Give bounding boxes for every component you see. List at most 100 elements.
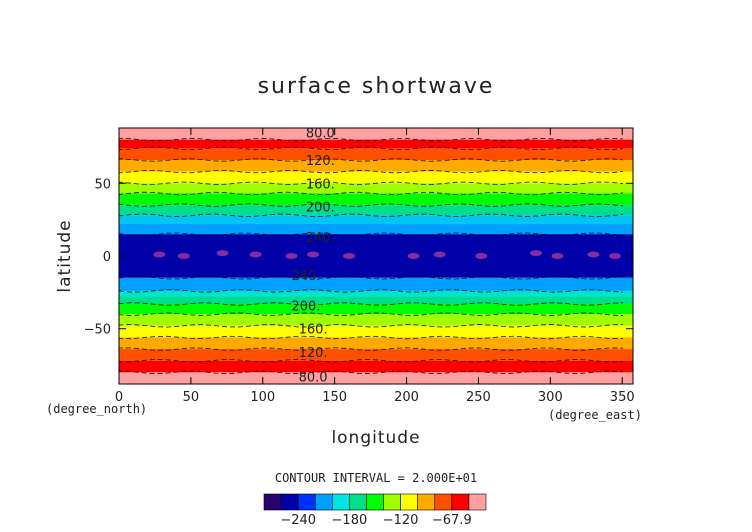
contour-band-9 bbox=[119, 234, 633, 278]
legend-swatch-10 bbox=[434, 493, 453, 511]
x-tick-label-2: 100 bbox=[250, 390, 275, 405]
contour-label-5: 240. bbox=[291, 269, 320, 284]
min-patch-10 bbox=[530, 250, 542, 257]
contour-line-7 bbox=[118, 213, 624, 218]
min-patch-7 bbox=[407, 253, 420, 259]
contour-line-14 bbox=[118, 335, 624, 340]
contour-lines bbox=[118, 137, 624, 375]
legend-swatch-2 bbox=[297, 493, 316, 511]
min-patch-8 bbox=[433, 251, 446, 258]
contour-line-10 bbox=[118, 289, 624, 293]
legend-swatch-3 bbox=[314, 493, 333, 511]
min-patch-1 bbox=[177, 253, 190, 259]
contour-band-14 bbox=[119, 325, 633, 338]
contour-band-10 bbox=[119, 277, 633, 291]
min-patch-9 bbox=[475, 253, 488, 259]
x-tick-label-6: 300 bbox=[538, 390, 563, 405]
contour-band-5 bbox=[119, 183, 633, 194]
legend-swatch-7 bbox=[383, 493, 401, 511]
contour-label-0: 80.0 bbox=[306, 126, 335, 141]
y-tick-label-2: −50 bbox=[84, 323, 111, 338]
contour-band-12 bbox=[119, 304, 633, 315]
min-patch-6 bbox=[343, 253, 355, 259]
contour-line-6 bbox=[118, 203, 624, 207]
min-patch-2 bbox=[216, 250, 229, 257]
min-patch-3 bbox=[249, 251, 262, 258]
contour-band-13 bbox=[119, 314, 633, 326]
contour-line-0 bbox=[118, 137, 624, 142]
x-tick-label-7: 350 bbox=[610, 390, 635, 405]
contour-label-1: 120. bbox=[306, 154, 335, 169]
contour-band-3 bbox=[119, 160, 633, 172]
y-axis-label: latitude bbox=[55, 219, 75, 292]
contour-label-3: 200. bbox=[306, 201, 335, 216]
legend-label-3: −67.9 bbox=[432, 513, 472, 528]
contour-band-4 bbox=[119, 171, 633, 184]
min-patch-4 bbox=[285, 253, 298, 259]
chart-title: surface shortwave bbox=[258, 74, 495, 99]
contour-band-s-cyan bbox=[119, 290, 633, 297]
contour-label-2: 160. bbox=[306, 177, 335, 192]
contour-band-17 bbox=[119, 360, 633, 373]
contour-band-18 bbox=[119, 372, 633, 384]
legend-swatch-8 bbox=[400, 493, 418, 511]
legend-swatch-12 bbox=[468, 493, 487, 511]
color-legend: −240 −180 −120 −67.9 bbox=[263, 493, 487, 528]
contour-labels: 80.0 120. 160. 200. 240. 240. 200. 160. 120. 80.0 bbox=[291, 126, 334, 385]
contour-band-16 bbox=[119, 349, 633, 361]
legend-swatch-11 bbox=[451, 493, 470, 511]
min-patch-13 bbox=[609, 253, 621, 259]
contour-line-2 bbox=[118, 158, 624, 162]
contour-line-16 bbox=[118, 358, 624, 363]
x-tick-label-3: 150 bbox=[322, 390, 347, 405]
x-axis-ticks: 0 50 100 150 200 250 300 350 bbox=[115, 128, 635, 405]
x-axis-label: longitude bbox=[331, 428, 420, 448]
x-unit-label: (degree_east) bbox=[548, 408, 642, 422]
legend-swatch-6 bbox=[366, 493, 384, 511]
legend-swatch-0 bbox=[263, 493, 282, 511]
min-patch-12 bbox=[587, 251, 600, 258]
contour-band-15 bbox=[119, 337, 633, 350]
contour-label-4: 240. bbox=[306, 231, 335, 246]
contour-line-4 bbox=[118, 181, 624, 186]
legend-label-0: −240 bbox=[280, 513, 316, 528]
contour-line-5 bbox=[118, 191, 624, 196]
legend-label-1: −180 bbox=[332, 513, 368, 528]
legend-swatch-1 bbox=[280, 493, 299, 511]
min-patch-0 bbox=[153, 251, 166, 258]
contour-label-7: 160. bbox=[299, 323, 328, 338]
legend-swatch-9 bbox=[417, 493, 436, 511]
contour-line-13 bbox=[118, 324, 624, 328]
contour-label-8: 120. bbox=[299, 346, 328, 361]
contour-line-11 bbox=[118, 302, 624, 306]
min-value-patches bbox=[153, 250, 621, 259]
contour-line-12 bbox=[118, 312, 624, 316]
contour-label-9: 80.0 bbox=[299, 371, 328, 386]
contour-label-6: 200. bbox=[291, 300, 320, 315]
contour-line-15 bbox=[118, 347, 624, 351]
x-tick-label-1: 50 bbox=[183, 390, 200, 405]
x-tick-label-0: 0 bbox=[115, 390, 123, 405]
contour-line-9 bbox=[118, 276, 624, 280]
contour-line-8 bbox=[118, 232, 624, 236]
x-tick-label-4: 200 bbox=[394, 390, 419, 405]
contour-line-3 bbox=[118, 169, 624, 174]
contour-line-1 bbox=[118, 146, 624, 151]
filled-contours bbox=[119, 128, 633, 384]
contour-band-n-cyan bbox=[119, 215, 633, 224]
legend-swatch-5 bbox=[349, 493, 367, 511]
contour-band-1 bbox=[119, 139, 633, 149]
contour-band-2 bbox=[119, 148, 633, 160]
y-tick-label-0: 50 bbox=[94, 177, 111, 192]
contour-band-7 bbox=[119, 205, 633, 216]
contour-band-6 bbox=[119, 193, 633, 206]
legend-label-2: −120 bbox=[383, 513, 419, 528]
contour-band-0 bbox=[119, 128, 633, 140]
legend-swatch-4 bbox=[332, 493, 350, 511]
min-patch-5 bbox=[307, 251, 320, 258]
y-axis-ticks: 50 0 −50 bbox=[84, 177, 633, 338]
y-tick-label-1: 0 bbox=[103, 250, 111, 265]
contour-interval: CONTOUR INTERVAL = 2.000E+01 bbox=[275, 471, 477, 485]
y-unit-label: (degree_north) bbox=[46, 402, 147, 416]
